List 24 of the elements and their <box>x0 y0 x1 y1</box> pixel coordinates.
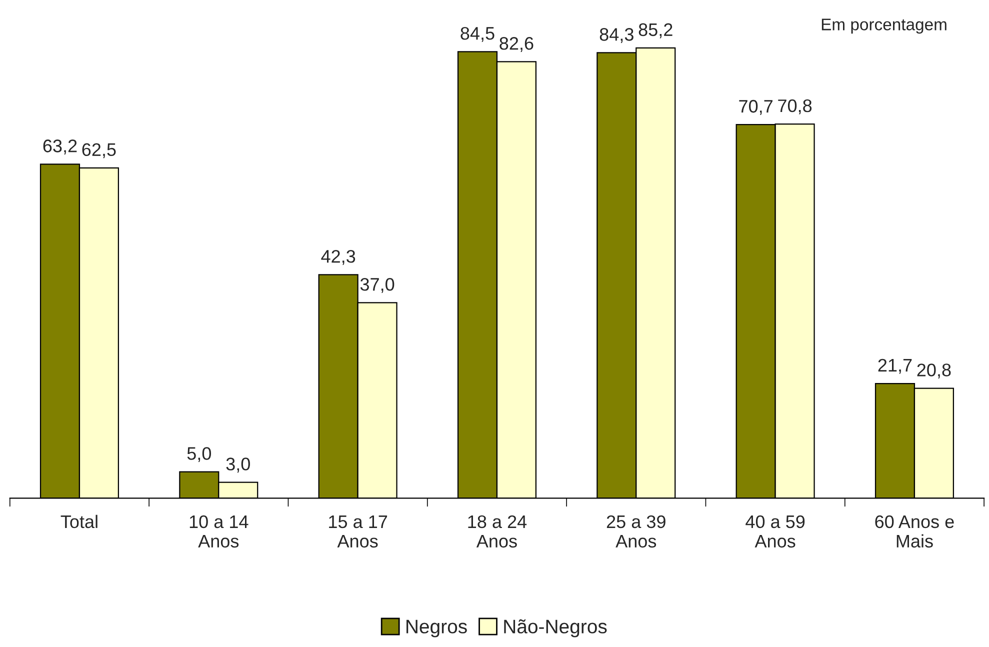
legend-label: Não-Negros <box>504 619 607 638</box>
data-label: 3,0 <box>226 458 250 473</box>
data-label: 20,8 <box>917 364 951 379</box>
data-label: 84,3 <box>600 28 634 43</box>
x-tick-label: Total <box>60 514 98 528</box>
data-label: 84,5 <box>460 26 494 42</box>
text: Em porcentagem <box>822 18 946 34</box>
data-label: 85,2 <box>638 23 672 38</box>
data-label: 5,0 <box>187 447 211 462</box>
data-label: 82,6 <box>500 37 534 52</box>
data-label: 70,7 <box>739 100 772 115</box>
x-tick-label: 60 Anos e Mais <box>875 515 954 548</box>
data-label: 63,2 <box>43 140 77 154</box>
x-tick-label: 18 a 24 Anos <box>468 515 527 548</box>
data-label: 70,8 <box>778 99 812 114</box>
x-tick-label: 25 a 39 Anos <box>606 515 666 548</box>
x-tick-label: 15 a 17 Anos <box>329 516 388 548</box>
data-label: 37,0 <box>360 278 394 293</box>
data-label: 21,7 <box>878 358 912 374</box>
x-tick-label: 40 a 59 Anos <box>746 515 805 548</box>
legend-label: Negros <box>406 620 467 638</box>
x-tick-label: 10 a 14 Anos <box>190 515 248 548</box>
data-label: 42,3 <box>321 250 356 265</box>
data-label: 62,5 <box>82 143 116 158</box>
